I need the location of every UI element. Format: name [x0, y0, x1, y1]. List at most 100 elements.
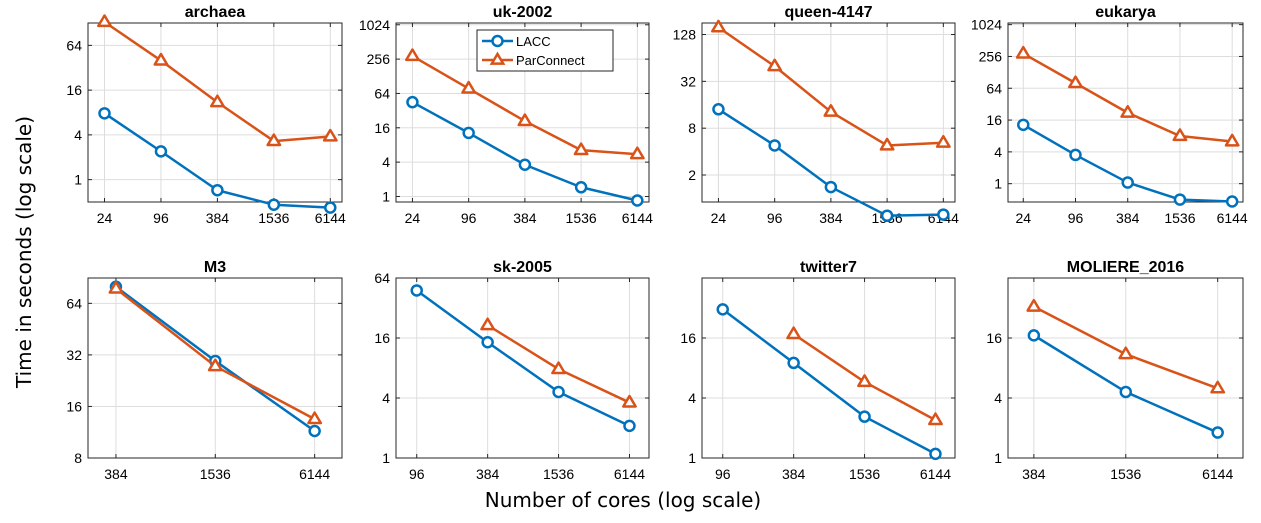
x-tick-label: 384 — [104, 466, 128, 482]
legend: LACC ParConnect — [476, 29, 614, 72]
y-tick-label: 1 — [994, 450, 1002, 466]
point-LACC — [1017, 118, 1030, 132]
point-ParConnect — [1026, 298, 1042, 312]
point-LACC — [1211, 426, 1224, 439]
point-LACC — [481, 336, 494, 349]
axes-frame — [1007, 22, 1244, 203]
y-tick-label: 1 — [688, 450, 696, 466]
legend-label-LACC: LACC — [516, 34, 551, 49]
y-tick-label: 64 — [66, 295, 82, 311]
point-ParConnect — [629, 146, 645, 160]
panel-MOLIERE_2016: 384 1536 6144 1 4 16 MOLIERE_2016 — [986, 259, 1244, 482]
y-tick-label: 4 — [382, 154, 390, 170]
point-LACC — [518, 158, 532, 171]
x-tick-label: 1536 — [200, 466, 231, 482]
point-ParConnect — [480, 317, 496, 331]
point-ParConnect — [551, 361, 566, 375]
x-tick-label: 384 — [782, 466, 806, 482]
legend-marker-ParConnect — [489, 51, 506, 65]
axes-frame — [87, 277, 343, 459]
point-ParConnect — [322, 128, 338, 142]
x-tick-label: 6144 — [622, 210, 653, 226]
panel-title: queen-4147 — [784, 4, 872, 21]
y-tick-label: 1024 — [359, 17, 390, 33]
point-LACC — [824, 180, 838, 194]
point-LACC — [937, 208, 950, 221]
point-ParConnect — [307, 411, 323, 425]
point-LACC — [623, 419, 636, 433]
point-ParConnect — [1120, 105, 1136, 118]
point-LACC — [324, 201, 337, 214]
point-ParConnect — [153, 52, 169, 66]
point-LACC — [267, 198, 281, 211]
axes-frame — [701, 277, 956, 459]
plot-area — [88, 23, 342, 202]
point-LACC — [1027, 329, 1041, 342]
point-ParConnect — [573, 142, 589, 156]
x-tick-label: 1536 — [543, 466, 574, 482]
point-LACC — [716, 303, 729, 316]
point-ParConnect — [266, 133, 282, 147]
y-axis-label: Time in seconds (log scale) — [12, 116, 36, 389]
panel-eukarya: 24 96 384 1536 6144 1 4 16 64 256 1024 eukarya — [971, 4, 1248, 226]
x-tick-label: 384 — [819, 210, 843, 226]
y-tick-label: 4 — [382, 390, 390, 406]
y-tick-label: 128 — [673, 27, 697, 43]
y-tick-label: 1 — [382, 188, 390, 204]
y-tick-label: 1 — [994, 176, 1002, 192]
point-LACC — [552, 385, 565, 399]
point-ParConnect — [517, 113, 533, 127]
x-tick-label: 1536 — [1110, 466, 1141, 482]
point-ParConnect — [405, 48, 420, 62]
axes-frame — [701, 22, 956, 203]
panel-archaea: 24 96 384 1536 6144 1 4 16 64 archaea — [66, 4, 346, 226]
y-tick-label: 32 — [680, 73, 696, 89]
point-ParConnect — [207, 358, 223, 372]
x-tick-label: 96 — [461, 210, 477, 226]
x-tick-label: 6144 — [1217, 210, 1248, 226]
panel-title: uk-2002 — [493, 4, 553, 21]
point-LACC — [462, 126, 475, 140]
panel-title: M3 — [204, 259, 226, 276]
point-LACC — [858, 410, 871, 423]
y-tick-label: 1 — [74, 172, 82, 188]
panel-title: archaea — [185, 4, 246, 21]
y-tick-label: 8 — [74, 450, 82, 466]
x-tick-label: 96 — [409, 466, 425, 482]
y-tick-label: 4 — [994, 390, 1002, 406]
x-tick-label: 1536 — [258, 210, 289, 226]
point-ParConnect — [622, 394, 637, 408]
y-tick-label: 64 — [374, 85, 390, 101]
y-tick-label: 16 — [986, 330, 1002, 346]
x-tick-label: 6144 — [920, 466, 951, 482]
axes-frame — [1007, 277, 1244, 459]
legend-label-ParConnect: ParConnect — [516, 53, 585, 68]
point-LACC — [98, 107, 111, 120]
x-tick-label: 1536 — [1164, 210, 1195, 226]
x-tick-label: 24 — [97, 210, 113, 226]
x-tick-label: 96 — [767, 210, 783, 226]
y-tick-label: 16 — [374, 330, 390, 346]
y-tick-label: 64 — [66, 37, 82, 53]
axes-frame — [395, 277, 650, 459]
y-tick-label: 1 — [382, 450, 390, 466]
x-tick-label: 384 — [206, 210, 230, 226]
point-ParConnect — [209, 94, 225, 108]
y-tick-label: 256 — [367, 51, 391, 67]
point-LACC — [631, 194, 644, 207]
y-tick-label: 32 — [66, 347, 82, 363]
y-tick-label: 64 — [986, 80, 1002, 96]
x-tick-label: 96 — [153, 210, 169, 226]
axes-frame — [395, 22, 650, 203]
point-ParConnect — [1172, 128, 1188, 142]
point-ParConnect — [879, 137, 895, 151]
y-tick-label: 16 — [66, 398, 82, 414]
point-ParConnect — [1210, 380, 1226, 394]
x-tick-label: 24 — [1015, 210, 1031, 226]
y-tick-label: 16 — [680, 330, 696, 346]
point-ParConnect — [767, 58, 783, 72]
panel-title: sk-2005 — [493, 259, 552, 276]
legend-marker-LACC — [491, 34, 504, 48]
point-LACC — [308, 424, 321, 438]
